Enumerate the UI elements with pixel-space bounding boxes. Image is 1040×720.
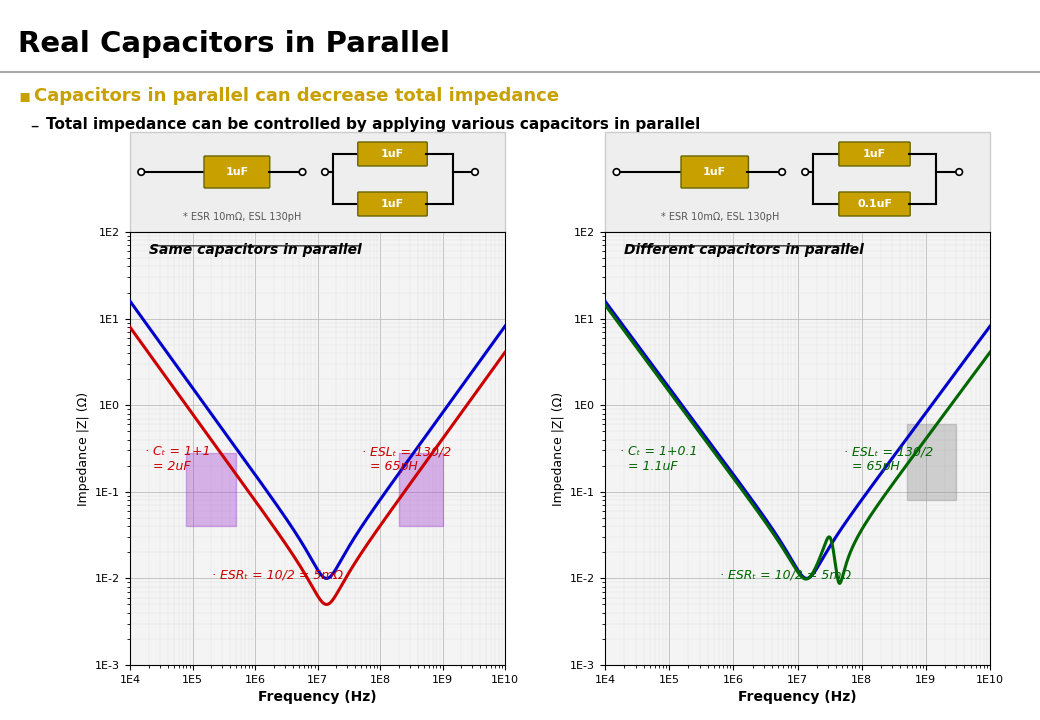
FancyBboxPatch shape: [681, 156, 749, 188]
Text: · Cₜ = 1+0.1
  = 1.1uF: · Cₜ = 1+0.1 = 1.1uF: [621, 445, 698, 473]
Text: · ESLₜ = 130/2
  = 65pH: · ESLₜ = 130/2 = 65pH: [843, 445, 933, 473]
Circle shape: [300, 168, 306, 175]
Y-axis label: Impedance |Z| (Ω): Impedance |Z| (Ω): [551, 392, 565, 505]
Text: · ESRₜ = 10/2 = 5mΩ: · ESRₜ = 10/2 = 5mΩ: [721, 568, 852, 582]
Text: 1uF: 1uF: [226, 167, 249, 177]
Text: 1uF: 1uF: [703, 167, 726, 177]
Text: Capacitors in parallel can decrease total impedance: Capacitors in parallel can decrease tota…: [34, 87, 560, 105]
Text: 1uF: 1uF: [863, 149, 886, 159]
Circle shape: [321, 168, 329, 175]
Text: * ESR 10mΩ, ESL 130pH: * ESR 10mΩ, ESL 130pH: [183, 212, 302, 222]
Text: Same capacitors in parallel: Same capacitors in parallel: [149, 243, 362, 257]
X-axis label: Frequency (Hz): Frequency (Hz): [258, 690, 376, 704]
FancyBboxPatch shape: [839, 142, 910, 166]
Circle shape: [138, 168, 145, 175]
X-axis label: Frequency (Hz): Frequency (Hz): [738, 690, 857, 704]
FancyBboxPatch shape: [605, 132, 990, 232]
Text: · ESLₜ = 130/2
  = 65pH: · ESLₜ = 130/2 = 65pH: [363, 445, 451, 473]
FancyBboxPatch shape: [839, 192, 910, 216]
Circle shape: [802, 168, 808, 175]
Text: 0.1uF: 0.1uF: [857, 199, 892, 209]
Circle shape: [614, 168, 620, 175]
Text: · Cₜ = 1+1
  = 2uF: · Cₜ = 1+1 = 2uF: [145, 445, 210, 473]
Text: –: –: [30, 117, 38, 135]
Text: Real Capacitors in Parallel: Real Capacitors in Parallel: [18, 30, 450, 58]
Circle shape: [956, 168, 962, 175]
Text: Different capacitors in parallel: Different capacitors in parallel: [624, 243, 864, 257]
Text: ▪: ▪: [18, 87, 30, 105]
Y-axis label: Impedance |Z| (Ω): Impedance |Z| (Ω): [77, 392, 89, 505]
Circle shape: [779, 168, 785, 175]
Circle shape: [472, 168, 478, 175]
Text: Total impedance can be controlled by applying various capacitors in parallel: Total impedance can be controlled by app…: [46, 117, 700, 132]
FancyBboxPatch shape: [130, 132, 505, 232]
Text: · ESRₜ = 10/2 = 5mΩ: · ESRₜ = 10/2 = 5mΩ: [212, 568, 343, 582]
Text: 1uF: 1uF: [381, 149, 405, 159]
FancyBboxPatch shape: [204, 156, 269, 188]
Text: 1uF: 1uF: [381, 199, 405, 209]
FancyBboxPatch shape: [358, 142, 427, 166]
FancyBboxPatch shape: [358, 192, 427, 216]
Text: * ESR 10mΩ, ESL 130pH: * ESR 10mΩ, ESL 130pH: [661, 212, 780, 222]
